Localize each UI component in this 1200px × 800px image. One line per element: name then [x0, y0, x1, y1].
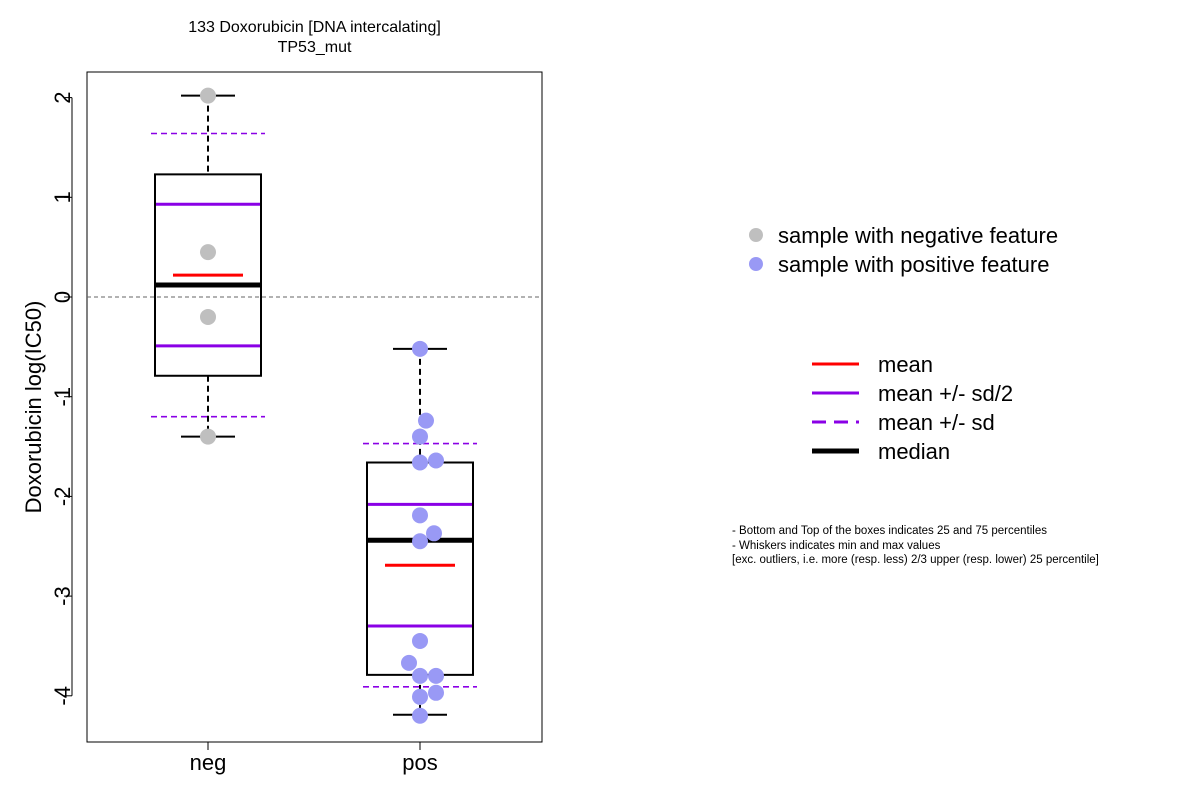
sample-point [428, 684, 444, 701]
sample-point [412, 707, 428, 724]
note-line-1: - Bottom and Top of the boxes indicates … [732, 525, 1047, 537]
sample-point [412, 428, 428, 445]
legend-line-label: mean +/- sd/2 [878, 381, 1013, 406]
sample-point [200, 308, 216, 325]
note-line-2: - Whiskers indicates min and max values [732, 540, 941, 552]
legend-point-label: sample with positive feature [778, 252, 1049, 277]
y-tick-label: -4 [50, 686, 75, 706]
sample-point [428, 667, 444, 684]
box-group-pos [363, 340, 477, 724]
sample-point [412, 454, 428, 471]
y-axis-label: Doxorubicin log(IC50) [21, 301, 46, 514]
sample-point [418, 412, 434, 429]
legend-point-marker [749, 257, 763, 271]
sample-point [412, 667, 428, 684]
y-tick-label: -1 [50, 387, 75, 407]
legend-point-marker [749, 228, 763, 242]
sample-point [412, 632, 428, 649]
y-tick-label: 2 [50, 91, 75, 103]
legend-point-label: sample with negative feature [778, 223, 1058, 248]
chart-title: 133 Doxorubicin [DNA intercalating] [188, 19, 441, 36]
y-tick-label: -2 [50, 487, 75, 507]
y-tick-label: 0 [50, 291, 75, 303]
legend-line-label: median [878, 439, 950, 464]
sample-point [428, 452, 444, 469]
iqr-box [154, 173, 262, 377]
sample-point [200, 428, 216, 445]
y-tick-label: 1 [50, 191, 75, 203]
chart-subtitle: TP53_mut [277, 39, 352, 56]
box-group-neg [151, 87, 265, 445]
legend-line-label: mean [878, 352, 933, 377]
sample-point [401, 654, 417, 671]
sample-point [412, 688, 428, 705]
sample-point [200, 87, 216, 104]
x-tick-label: pos [402, 750, 437, 775]
x-tick-label: neg [190, 750, 227, 775]
note-line-3: [exc. outliers, i.e. more (resp. less) 2… [732, 554, 1099, 566]
sample-point [426, 525, 442, 542]
legend-line-label: mean +/- sd [878, 410, 995, 435]
sample-point [412, 507, 428, 524]
sample-point [412, 340, 428, 357]
y-tick-label: -3 [50, 586, 75, 606]
sample-point [200, 244, 216, 261]
sample-point [412, 533, 428, 550]
